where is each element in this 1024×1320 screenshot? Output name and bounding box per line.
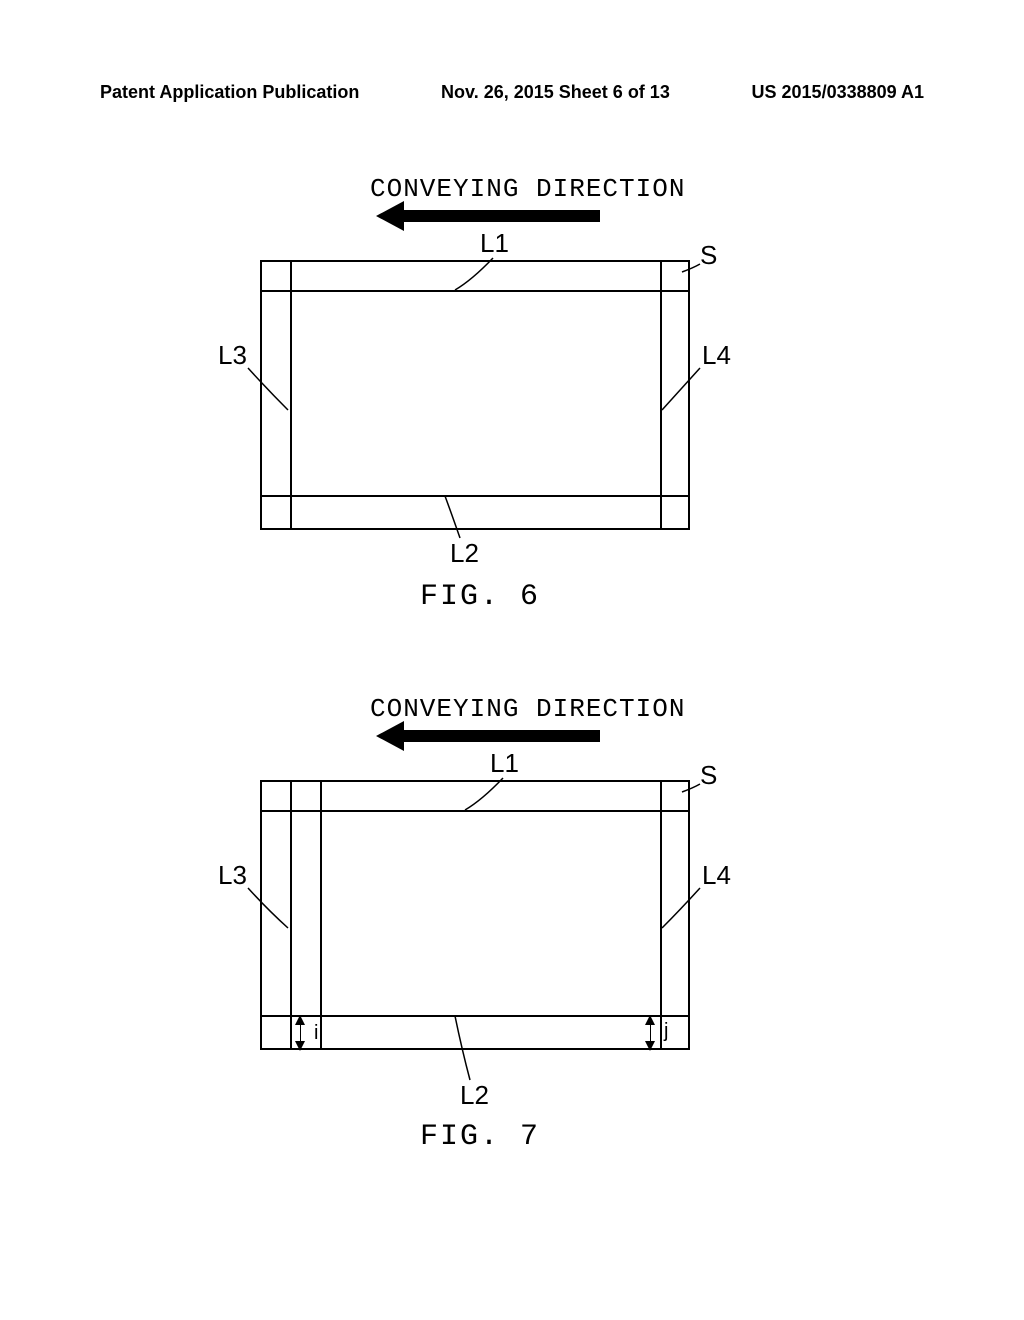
label-l1: L1 xyxy=(480,228,509,259)
line-l3b xyxy=(320,780,322,1050)
line-l4 xyxy=(660,260,662,530)
line-l3a xyxy=(290,780,292,1050)
dim-arrow-i xyxy=(300,1023,301,1043)
page-header: Patent Application Publication Nov. 26, … xyxy=(0,82,1024,103)
header-right: US 2015/0338809 A1 xyxy=(752,82,924,103)
conveying-direction-label: CONVEYING DIRECTION xyxy=(370,694,685,724)
label-i: i xyxy=(314,1022,318,1045)
header-center: Nov. 26, 2015 Sheet 6 of 13 xyxy=(441,82,670,103)
figure-caption: FIG. 7 xyxy=(420,1120,540,1154)
line-l2 xyxy=(260,495,690,497)
label-l2: L2 xyxy=(450,538,479,569)
figure-7: CONVEYING DIRECTION L1 S L3 L4 L2 i j FI… xyxy=(0,680,1024,1180)
conveying-direction-label: CONVEYING DIRECTION xyxy=(370,174,685,204)
label-s: S xyxy=(700,240,717,271)
label-j: j xyxy=(664,1020,668,1043)
dim-arrow-j xyxy=(650,1023,651,1043)
label-l3: L3 xyxy=(218,860,247,891)
line-l3 xyxy=(290,260,292,530)
label-l1: L1 xyxy=(490,748,519,779)
figure-caption: FIG. 6 xyxy=(420,580,540,614)
label-s: S xyxy=(700,760,717,791)
conveying-arrow-icon xyxy=(400,210,600,222)
header-left: Patent Application Publication xyxy=(100,82,359,103)
line-l1 xyxy=(260,810,690,812)
line-l4 xyxy=(660,780,662,1050)
label-l2: L2 xyxy=(460,1080,489,1111)
label-l4: L4 xyxy=(702,340,731,371)
line-l2 xyxy=(260,1015,690,1017)
sheet-outline xyxy=(260,780,690,1050)
line-l1 xyxy=(260,290,690,292)
sheet-outline xyxy=(260,260,690,530)
figure-6: CONVEYING DIRECTION L1 S L3 L4 L2 FIG. 6 xyxy=(0,160,1024,620)
conveying-arrow-icon xyxy=(400,730,600,742)
label-l4: L4 xyxy=(702,860,731,891)
label-l3: L3 xyxy=(218,340,247,371)
